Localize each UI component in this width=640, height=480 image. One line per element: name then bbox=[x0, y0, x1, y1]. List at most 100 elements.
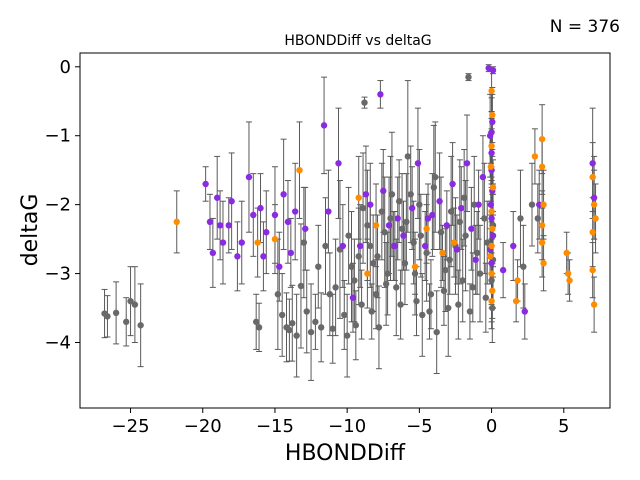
data-point-series-1 bbox=[348, 263, 355, 270]
data-point-series-3 bbox=[538, 135, 546, 143]
data-point-series-3 bbox=[489, 225, 496, 232]
data-point-series-1 bbox=[345, 232, 352, 239]
data-point-series-1 bbox=[430, 184, 438, 191]
data-point-series-1 bbox=[317, 324, 325, 331]
data-point-series-1 bbox=[401, 260, 409, 267]
data-point-series-1 bbox=[300, 239, 308, 246]
data-point-series-2 bbox=[589, 160, 596, 167]
x-tick-label: −5 bbox=[406, 416, 433, 437]
data-point-series-3 bbox=[486, 253, 494, 260]
data-point-series-2 bbox=[488, 149, 495, 157]
data-point-series-1 bbox=[393, 284, 400, 291]
data-point-series-3 bbox=[450, 239, 458, 246]
data-point-series-1 bbox=[398, 225, 406, 232]
data-point-series-1 bbox=[437, 229, 445, 236]
data-point-series-1 bbox=[255, 324, 263, 331]
data-point-series-2 bbox=[302, 225, 309, 232]
data-point-series-3 bbox=[271, 235, 279, 243]
data-point-series-1 bbox=[127, 297, 134, 305]
data-point-series-1 bbox=[469, 284, 477, 291]
data-point-series-2 bbox=[238, 239, 245, 246]
data-point-series-1 bbox=[341, 311, 348, 319]
data-point-series-1 bbox=[460, 194, 468, 201]
data-point-series-1 bbox=[329, 325, 336, 332]
data-point-series-2 bbox=[449, 180, 456, 188]
data-point-series-1 bbox=[411, 270, 419, 277]
data-point-series-2 bbox=[472, 256, 479, 263]
data-point-series-1 bbox=[372, 291, 380, 298]
data-point-series-1 bbox=[293, 332, 300, 339]
data-point-series-1 bbox=[358, 301, 365, 308]
y-tick-label: −2 bbox=[44, 195, 71, 216]
data-point-series-2 bbox=[458, 204, 465, 212]
data-point-series-2 bbox=[356, 242, 364, 250]
data-point-series-3 bbox=[592, 215, 599, 222]
data-point-series-1 bbox=[462, 232, 469, 239]
data-point-series-3 bbox=[512, 297, 520, 305]
data-point-series-2 bbox=[424, 215, 432, 222]
y-tick-label: −4 bbox=[44, 333, 71, 354]
data-point-series-3 bbox=[489, 111, 496, 119]
data-point-series-1 bbox=[446, 256, 453, 263]
y-tick-label: −3 bbox=[44, 264, 71, 285]
data-point-series-2 bbox=[488, 129, 495, 136]
data-point-series-1 bbox=[104, 313, 111, 320]
data-point-series-1 bbox=[322, 242, 329, 250]
data-point-series-2 bbox=[453, 246, 461, 253]
data-point-series-1 bbox=[397, 301, 404, 308]
x-tick-label: −25 bbox=[112, 416, 150, 437]
data-point-series-3 bbox=[566, 277, 573, 284]
data-point-series-2 bbox=[489, 67, 497, 74]
data-point-series-2 bbox=[349, 294, 357, 301]
data-point-series-3 bbox=[590, 201, 598, 208]
data-point-series-2 bbox=[421, 242, 429, 250]
data-point-series-3 bbox=[538, 163, 546, 170]
data-point-series-2 bbox=[487, 201, 495, 208]
data-point-series-1 bbox=[416, 201, 423, 208]
data-point-series-3 bbox=[589, 266, 596, 274]
data-point-series-2 bbox=[263, 229, 270, 236]
data-point-series-1 bbox=[367, 242, 374, 250]
data-point-series-1 bbox=[297, 282, 305, 290]
data-point-series-2 bbox=[219, 239, 227, 246]
data-point-series-1 bbox=[343, 332, 351, 339]
data-point-series-3 bbox=[439, 249, 446, 257]
data-point-series-1 bbox=[387, 215, 394, 222]
x-tick-label: −20 bbox=[184, 416, 222, 437]
data-point-series-2 bbox=[400, 232, 407, 239]
data-point-series-2 bbox=[228, 198, 235, 205]
y-tick-label: 0 bbox=[60, 57, 71, 78]
data-point-series-1 bbox=[528, 201, 536, 208]
plot-frame bbox=[79, 52, 611, 409]
data-point-series-3 bbox=[296, 166, 303, 174]
data-point-series-1 bbox=[278, 311, 286, 319]
data-point-series-1 bbox=[352, 322, 360, 329]
data-point-series-2 bbox=[225, 222, 232, 229]
data-point-series-3 bbox=[540, 201, 547, 208]
data-point-series-3 bbox=[488, 270, 495, 277]
data-point-series-1 bbox=[426, 308, 433, 315]
data-point-series-2 bbox=[443, 222, 451, 229]
data-point-series-2 bbox=[234, 253, 241, 260]
data-point-series-2 bbox=[436, 198, 443, 205]
x-axis-label: HBONDDiff bbox=[285, 441, 406, 466]
data-point-series-2 bbox=[489, 232, 497, 239]
x-tick-label: 0 bbox=[486, 416, 497, 437]
data-point-series-1 bbox=[289, 320, 296, 327]
data-point-series-1 bbox=[410, 239, 417, 246]
data-point-series-1 bbox=[445, 304, 452, 312]
data-point-series-2 bbox=[489, 118, 496, 126]
data-point-series-1 bbox=[359, 204, 367, 212]
data-point-series-2 bbox=[213, 194, 221, 201]
data-point-series-3 bbox=[514, 277, 521, 284]
data-point-series-2 bbox=[216, 222, 224, 229]
data-point-series-2 bbox=[377, 91, 384, 98]
data-point-series-3 bbox=[590, 301, 598, 308]
data-point-series-1 bbox=[382, 280, 390, 288]
data-point-series-3 bbox=[488, 297, 495, 305]
data-point-series-1 bbox=[131, 301, 139, 308]
data-point-series-2 bbox=[414, 160, 422, 167]
data-point-series-2 bbox=[320, 122, 328, 129]
data-point-series-1 bbox=[368, 308, 375, 315]
data-point-series-1 bbox=[465, 73, 472, 81]
